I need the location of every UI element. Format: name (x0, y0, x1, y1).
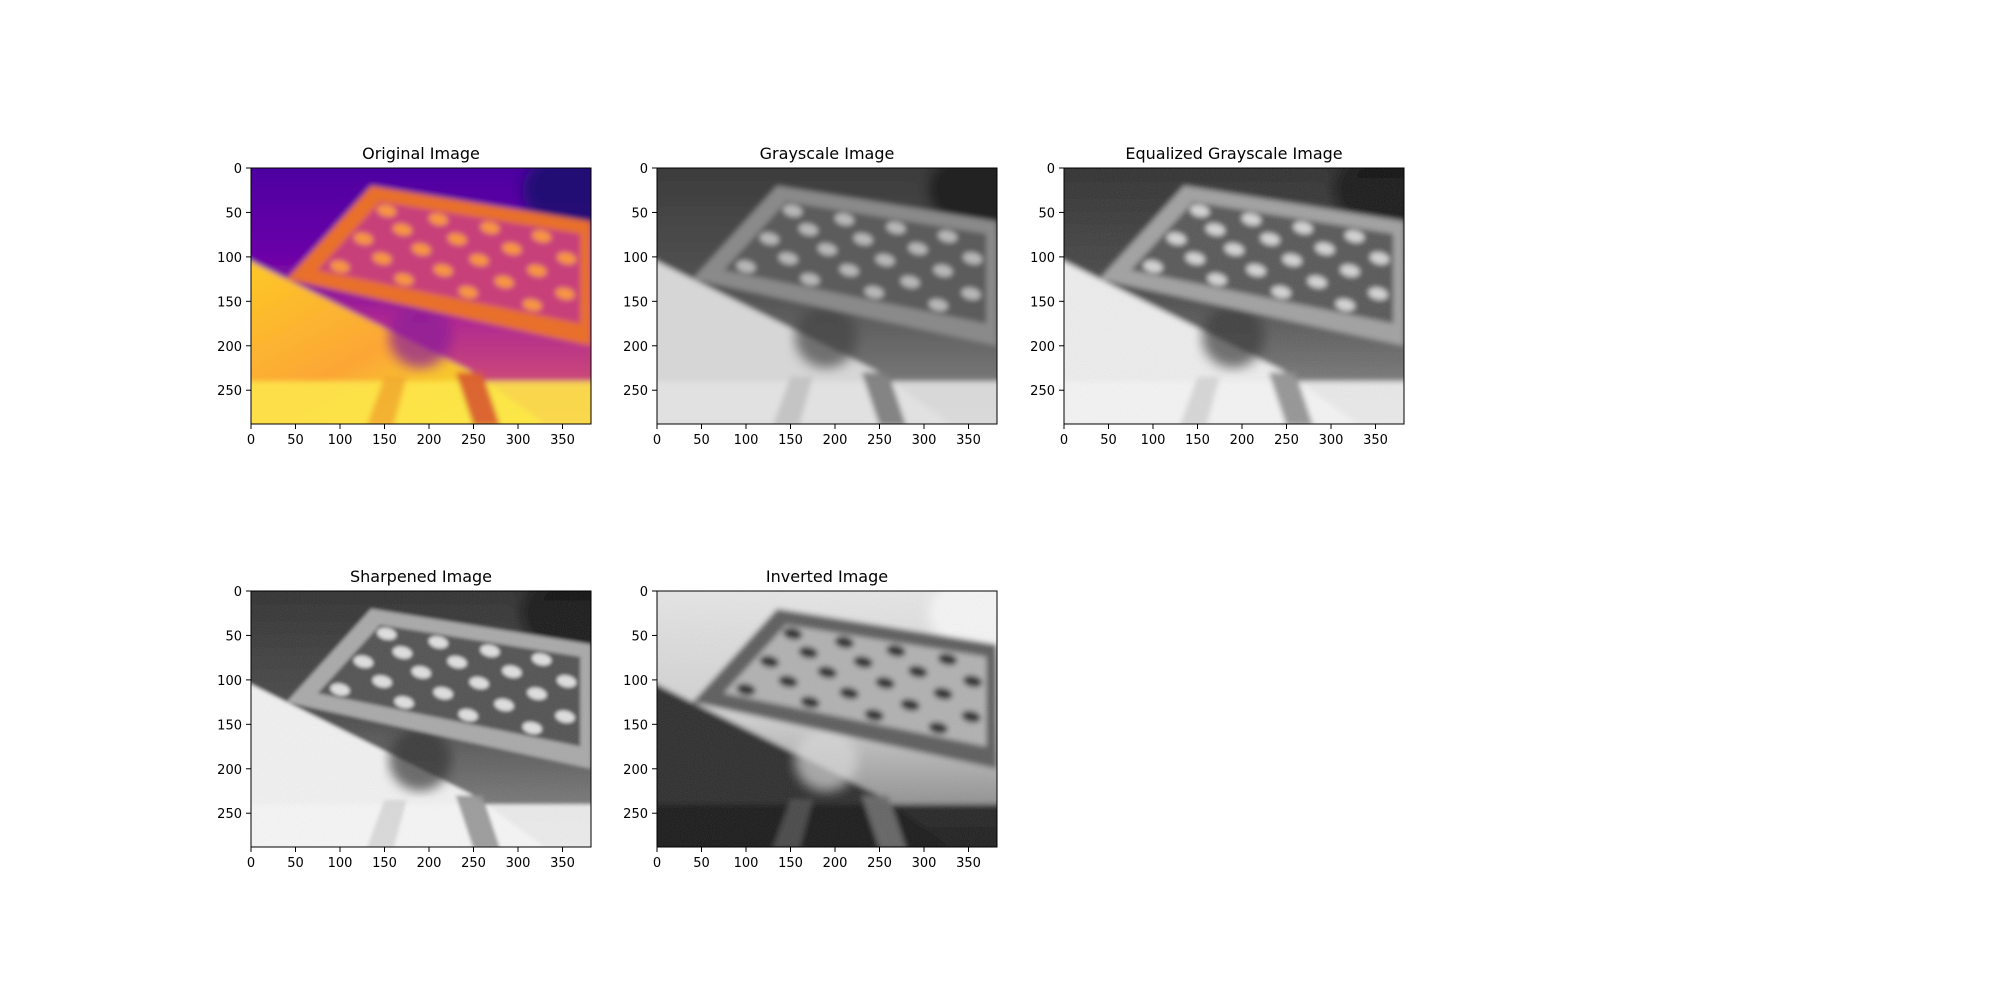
x-tick-label: 50 (693, 433, 710, 448)
x-tick-label: 0 (653, 433, 661, 448)
image-sharpened (251, 591, 591, 847)
y-tick-label: 250 (217, 384, 242, 399)
x-tick-label: 100 (734, 433, 759, 448)
panel-title: Original Image (362, 144, 480, 163)
x-tick-label: 50 (287, 856, 304, 871)
x-tick-label: 350 (1363, 433, 1388, 448)
y-tick-label: 150 (217, 718, 242, 733)
panel-grayscale: Grayscale Image 0 50 100 150 200 250 300 350 0 50 1… (623, 144, 998, 448)
x-tick-label: 150 (372, 856, 397, 871)
panel-title: Grayscale Image (760, 144, 895, 163)
x-tick-label: 350 (550, 433, 575, 448)
y-tick-label: 150 (217, 295, 242, 310)
x-tick-label: 200 (417, 433, 442, 448)
panel-inverted: Inverted Image 0 50 100 150 200 250 300 350 0 50 10… (623, 567, 998, 871)
x-tick-label: 50 (287, 433, 304, 448)
axes-frame (1063, 167, 1405, 425)
x-tick-label: 100 (328, 856, 353, 871)
x-tick-label: 250 (1274, 433, 1299, 448)
y-tick-label: 200 (1030, 340, 1055, 355)
x-tick-label: 200 (823, 433, 848, 448)
y-tick-label: 200 (217, 340, 242, 355)
panel-title: Sharpened Image (350, 567, 492, 586)
y-tick-label: 100 (1030, 251, 1055, 266)
axes-frame (656, 590, 998, 848)
x-tick-label: 100 (328, 433, 353, 448)
y-tick-label: 50 (631, 206, 648, 221)
y-tick-label: 50 (1038, 206, 1055, 221)
y-tick-label: 100 (623, 251, 648, 266)
x-tick-label: 0 (1060, 433, 1068, 448)
y-tick-label: 150 (623, 295, 648, 310)
x-tick-label: 0 (247, 856, 255, 871)
x-tick-label: 250 (867, 433, 892, 448)
y-tick-label: 150 (623, 718, 648, 733)
x-tick-label: 350 (550, 856, 575, 871)
x-tick-label: 350 (956, 433, 981, 448)
image-equalized (1064, 168, 1404, 424)
x-tick-label: 150 (1185, 433, 1210, 448)
y-tick-label: 0 (640, 162, 648, 177)
image-original (251, 168, 591, 424)
y-tick-label: 250 (623, 807, 648, 822)
panel-original: Original Image 0 50 100 150 200 250 300 350 0 50 10… (217, 144, 592, 448)
y-tick-label: 100 (623, 674, 648, 689)
y-tick-label: 200 (217, 763, 242, 778)
axes-frame (250, 590, 592, 848)
x-tick-label: 300 (912, 433, 937, 448)
y-tick-label: 0 (1047, 162, 1055, 177)
y-tick-label: 200 (623, 763, 648, 778)
x-tick-label: 350 (956, 856, 981, 871)
panel-title: Equalized Grayscale Image (1125, 144, 1342, 163)
x-tick-label: 200 (417, 856, 442, 871)
axes-frame (656, 167, 998, 425)
x-tick-label: 0 (247, 433, 255, 448)
y-tick-label: 0 (234, 585, 242, 600)
y-tick-label: 250 (1030, 384, 1055, 399)
x-tick-label: 300 (912, 856, 937, 871)
x-tick-label: 300 (506, 856, 531, 871)
x-tick-label: 150 (778, 856, 803, 871)
panel-title: Inverted Image (766, 567, 888, 586)
y-tick-label: 50 (225, 629, 242, 644)
y-tick-label: 50 (225, 206, 242, 221)
x-tick-label: 250 (461, 856, 486, 871)
x-tick-label: 0 (653, 856, 661, 871)
panel-equalized: Equalized Grayscale Image 0 50 100 150 200 250… (1030, 144, 1405, 448)
y-tick-label: 250 (217, 807, 242, 822)
x-tick-label: 250 (461, 433, 486, 448)
image-grayscale (657, 168, 997, 424)
x-tick-label: 300 (1319, 433, 1344, 448)
x-tick-label: 50 (1100, 433, 1117, 448)
y-tick-label: 0 (234, 162, 242, 177)
image-inverted (657, 591, 997, 847)
y-tick-label: 50 (631, 629, 648, 644)
y-tick-label: 0 (640, 585, 648, 600)
x-tick-label: 300 (506, 433, 531, 448)
x-tick-label: 200 (823, 856, 848, 871)
y-tick-label: 150 (1030, 295, 1055, 310)
axes-frame (250, 167, 592, 425)
x-tick-label: 100 (1141, 433, 1166, 448)
x-tick-label: 200 (1230, 433, 1255, 448)
y-tick-label: 250 (623, 384, 648, 399)
x-tick-label: 150 (778, 433, 803, 448)
y-tick-label: 200 (623, 340, 648, 355)
y-tick-label: 100 (217, 251, 242, 266)
x-tick-label: 100 (734, 856, 759, 871)
y-tick-label: 100 (217, 674, 242, 689)
x-tick-label: 250 (867, 856, 892, 871)
x-tick-label: 50 (693, 856, 710, 871)
panel-sharpened: Sharpened Image 0 50 100 150 200 250 300 350 0 50 1… (217, 567, 592, 871)
x-tick-label: 150 (372, 433, 397, 448)
